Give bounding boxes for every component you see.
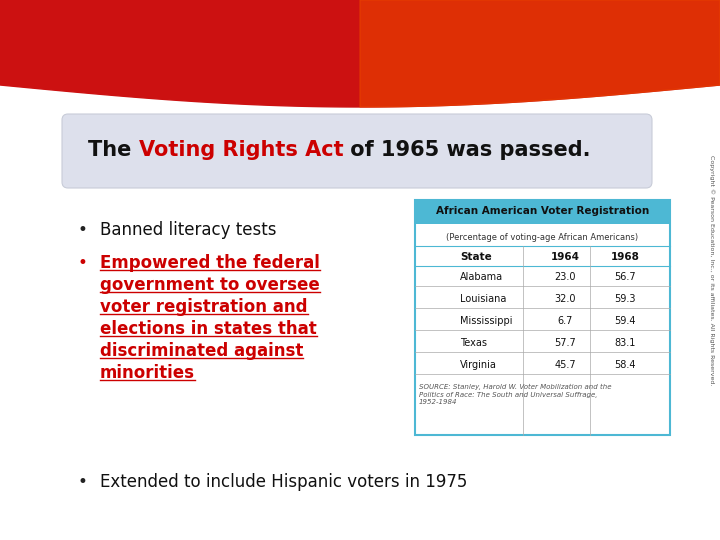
Text: Copyright © Pearson Education, Inc., or its affiliates. All Rights Reserved.: Copyright © Pearson Education, Inc., or … [709, 155, 715, 385]
Text: (Percentage of voting-age African Americans): (Percentage of voting-age African Americ… [446, 233, 639, 241]
Text: 59.4: 59.4 [614, 316, 636, 326]
Text: African American Voter Registration: African American Voter Registration [436, 206, 649, 216]
Text: 45.7: 45.7 [554, 360, 576, 370]
Text: Empowered the federal: Empowered the federal [100, 254, 320, 272]
Text: voter registration and: voter registration and [100, 298, 307, 316]
Text: 6.7: 6.7 [557, 316, 572, 326]
Text: elections in states that: elections in states that [100, 320, 317, 338]
Text: •: • [78, 254, 88, 272]
Text: 32.0: 32.0 [554, 294, 576, 304]
Text: The: The [88, 140, 139, 160]
Text: 1964: 1964 [551, 252, 580, 262]
Text: Extended to include Hispanic voters in 1975: Extended to include Hispanic voters in 1… [100, 473, 467, 491]
Text: SOURCE: Stanley, Harold W. Voter Mobilization and the
Politics of Race: The Sout: SOURCE: Stanley, Harold W. Voter Mobiliz… [419, 384, 611, 405]
Bar [415, 200, 670, 435]
Polygon shape [360, 0, 720, 107]
Text: government to oversee: government to oversee [100, 276, 320, 294]
Text: 23.0: 23.0 [554, 272, 576, 282]
Text: discriminated against: discriminated against [100, 342, 303, 360]
Text: Alabama: Alabama [460, 272, 503, 282]
Text: Voting Rights Act: Voting Rights Act [139, 140, 343, 160]
Text: Mississippi: Mississippi [460, 316, 513, 326]
Text: 58.4: 58.4 [614, 360, 636, 370]
Text: minorities: minorities [100, 364, 195, 382]
Text: •: • [78, 473, 88, 491]
Text: Banned literacy tests: Banned literacy tests [100, 221, 276, 239]
Text: 57.7: 57.7 [554, 338, 576, 348]
FancyBboxPatch shape [62, 114, 652, 188]
Text: 59.3: 59.3 [614, 294, 636, 304]
Text: 83.1: 83.1 [614, 338, 636, 348]
Text: Texas: Texas [460, 338, 487, 348]
Polygon shape [0, 0, 720, 107]
Text: of 1965 was passed.: of 1965 was passed. [343, 140, 590, 160]
Text: State: State [460, 252, 492, 262]
Bar [415, 200, 670, 224]
Text: 56.7: 56.7 [614, 272, 636, 282]
Text: 1968: 1968 [611, 252, 639, 262]
Text: Virginia: Virginia [460, 360, 497, 370]
Text: •: • [78, 221, 88, 239]
Text: Louisiana: Louisiana [460, 294, 506, 304]
